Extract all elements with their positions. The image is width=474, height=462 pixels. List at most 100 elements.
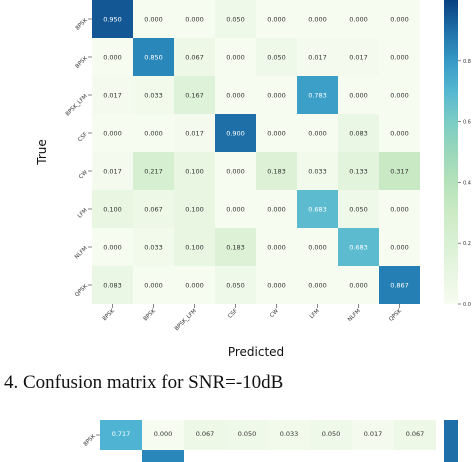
cell-r6-c0	[92, 228, 133, 266]
cell-label-r4-c4: 0.183	[267, 167, 286, 175]
cell-r5-c4	[256, 190, 297, 228]
y-tick-label-1: BPSK	[75, 55, 90, 70]
x-tick-label-2: BPSK_LFM	[174, 308, 198, 332]
colorbar-tick-label-2: 0.4	[463, 180, 471, 186]
cell-label-r1-c2: 0.067	[185, 53, 204, 61]
cell-r4-c1	[133, 152, 174, 190]
y-tick-label-0: 8PSK	[75, 17, 89, 31]
bottom-cell-label-r0-c0: 0.717	[112, 430, 131, 438]
cell-r2-c0	[92, 76, 133, 114]
bottom-cell-r0-c4	[268, 420, 310, 450]
cell-r6-c5	[297, 228, 338, 266]
cell-label-r5-c0: 0.100	[103, 205, 122, 213]
cell-label-r2-c3: 0.000	[226, 91, 245, 99]
colorbar-tick-label-4: 0.8	[463, 59, 471, 65]
cell-r4-c2	[174, 152, 215, 190]
cell-r7-c0	[92, 266, 133, 304]
y-tick-label-4: CW	[78, 169, 89, 180]
cell-label-r4-c2: 0.100	[185, 167, 204, 175]
cell-label-r7-c7: 0.867	[390, 281, 409, 289]
cell-r4-c5	[297, 152, 338, 190]
cell-r7-c1	[133, 266, 174, 304]
bottom-colorbar	[444, 420, 458, 462]
cell-r2-c3	[215, 76, 256, 114]
confusion-matrix-chart: 0.950 0.000 0.000 0.050 0.000 0.000 0.000 0.000…	[35, 0, 471, 359]
colorbar-tick-label-3: 0.6	[463, 120, 471, 126]
cell-r1-c4	[256, 38, 297, 76]
cell-label-r0-c7: 0.000	[390, 15, 409, 23]
cell-r6-c3	[215, 228, 256, 266]
y-axis-title: True	[35, 139, 49, 166]
bottom-cell-r0-c1	[142, 420, 184, 450]
cell-label-r1-c5: 0.017	[308, 53, 327, 61]
cell-r3-c4	[256, 114, 297, 152]
cell-r1-c0	[92, 38, 133, 76]
cell-label-r7-c2: 0.000	[185, 281, 204, 289]
cell-label-r3-c3: 0.900	[226, 129, 245, 137]
bottom-cell-label-r0-c6: 0.017	[364, 430, 383, 438]
cell-label-r1-c1: 0.850	[144, 53, 163, 61]
cell-label-r2-c2: 0.167	[185, 91, 204, 99]
cell-r5-c3	[215, 190, 256, 228]
cell-r2-c6	[338, 76, 379, 114]
x-tick-label-1: BPSK	[143, 308, 158, 323]
cell-label-r6-c4: 0.000	[267, 243, 286, 251]
cell-r1-c6	[338, 38, 379, 76]
cell-label-r7-c0: 0.083	[103, 281, 122, 289]
cell-r1-c5	[297, 38, 338, 76]
bottom-cell-label-r0-c5: 0.050	[322, 430, 341, 438]
cell-label-r0-c5: 0.000	[308, 15, 327, 23]
cell-label-r4-c6: 0.133	[349, 167, 368, 175]
bottom-cell-label-r0-c3: 0.050	[238, 430, 257, 438]
cell-r0-c5	[297, 0, 338, 38]
cell-label-r0-c1: 0.000	[144, 15, 163, 23]
cell-label-r3-c5: 0.000	[308, 129, 327, 137]
cell-r4-c0	[92, 152, 133, 190]
cell-r7-c4	[256, 266, 297, 304]
cell-label-r7-c4: 0.000	[267, 281, 286, 289]
cell-label-r3-c4: 0.000	[267, 129, 286, 137]
bottom-cell-r0-c7	[394, 420, 436, 450]
cell-label-r3-c6: 0.083	[349, 129, 368, 137]
cell-label-r4-c5: 0.033	[308, 167, 327, 175]
bottom-y-tick-label-0: 8PSK	[83, 433, 97, 447]
cell-r3-c0	[92, 114, 133, 152]
cell-r3-c3	[215, 114, 256, 152]
x-tick-label-5: LFM	[309, 308, 321, 320]
cell-label-r2-c5: 0.783	[308, 91, 327, 99]
cell-label-r5-c6: 0.050	[349, 205, 368, 213]
cell-label-r2-c7: 0.000	[390, 91, 409, 99]
y-tick-label-7: QPSK	[74, 283, 89, 298]
cell-label-r5-c4: 0.000	[267, 205, 286, 213]
colorbar	[444, 0, 458, 304]
cell-label-r5-c2: 0.100	[185, 205, 204, 213]
cell-r0-c2	[174, 0, 215, 38]
cell-r0-c6	[338, 0, 379, 38]
cell-label-r2-c6: 0.000	[349, 91, 368, 99]
cell-r7-c6	[338, 266, 379, 304]
colorbar-tick-label-1: 0.2	[463, 241, 471, 247]
cell-r3-c1	[133, 114, 174, 152]
cell-r4-c6	[338, 152, 379, 190]
x-tick-label-3: CSF	[227, 308, 239, 320]
second-confusion-matrix-chart: 0.717 0.000 0.067 0.050 0.033 0.050 0.017 0.067…	[83, 420, 458, 462]
cell-label-r7-c5: 0.000	[308, 281, 327, 289]
cell-r5-c7	[379, 190, 420, 228]
cell-r3-c7	[379, 114, 420, 152]
cell-label-r5-c1: 0.067	[144, 205, 163, 213]
cell-label-r0-c2: 0.000	[185, 15, 204, 23]
cell-r2-c2	[174, 76, 215, 114]
y-tick-label-3: CSF	[77, 132, 89, 144]
cell-label-r4-c1: 0.217	[144, 167, 163, 175]
cell-label-r4-c3: 0.000	[226, 167, 245, 175]
cell-label-r6-c0: 0.000	[103, 243, 122, 251]
cell-r5-c5	[297, 190, 338, 228]
cell-r6-c2	[174, 228, 215, 266]
bottom-cell-r0-c5	[310, 420, 352, 450]
cell-label-r3-c2: 0.017	[185, 129, 204, 137]
cell-r0-c0	[92, 0, 133, 38]
cell-r4-c4	[256, 152, 297, 190]
bottom-cell-label-r0-c2: 0.067	[196, 430, 215, 438]
cell-r3-c2	[174, 114, 215, 152]
cell-label-r7-c6: 0.000	[349, 281, 368, 289]
